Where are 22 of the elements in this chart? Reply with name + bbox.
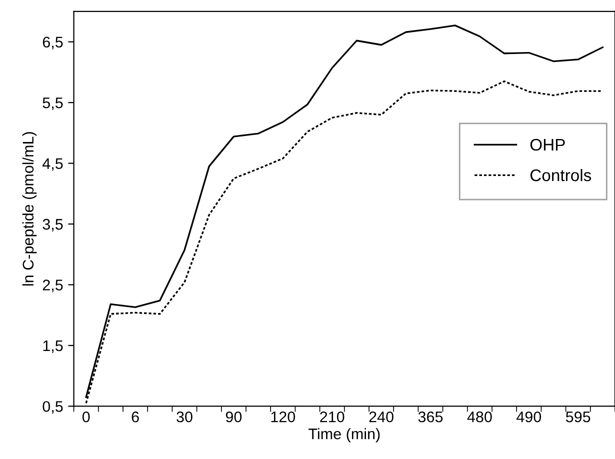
legend-label: Controls <box>530 168 592 182</box>
x-tick-label: 490 <box>516 411 542 422</box>
x-tick-label: 30 <box>176 411 192 422</box>
y-axis-title: ln C-peptide (pmol/mL) <box>22 132 37 286</box>
y-tick-label: 6,5 <box>42 36 63 50</box>
y-tick-label: 0,5 <box>42 401 63 414</box>
x-tick-label: 595 <box>566 411 590 422</box>
x-tick-label: 0 <box>82 411 90 422</box>
y-tick-label: 2,5 <box>42 280 63 292</box>
y-tick-label: 1,5 <box>43 340 63 353</box>
y-tick-label: 4,5 <box>42 158 63 171</box>
x-tick-label: 120 <box>271 411 296 422</box>
x-axis-title: Time (min) <box>308 428 380 442</box>
x-tick-label: 480 <box>467 411 492 422</box>
legend-label: OHP <box>530 138 565 151</box>
x-tick-label: 210 <box>320 411 344 422</box>
y-tick-label: 5,5 <box>42 98 63 110</box>
x-tick-label: 90 <box>226 411 242 422</box>
x-tick-label: 240 <box>369 411 394 422</box>
x-tick-label: 6 <box>132 411 139 422</box>
y-tick-label: 3,5 <box>42 218 63 232</box>
x-tick-label: 365 <box>418 411 443 422</box>
